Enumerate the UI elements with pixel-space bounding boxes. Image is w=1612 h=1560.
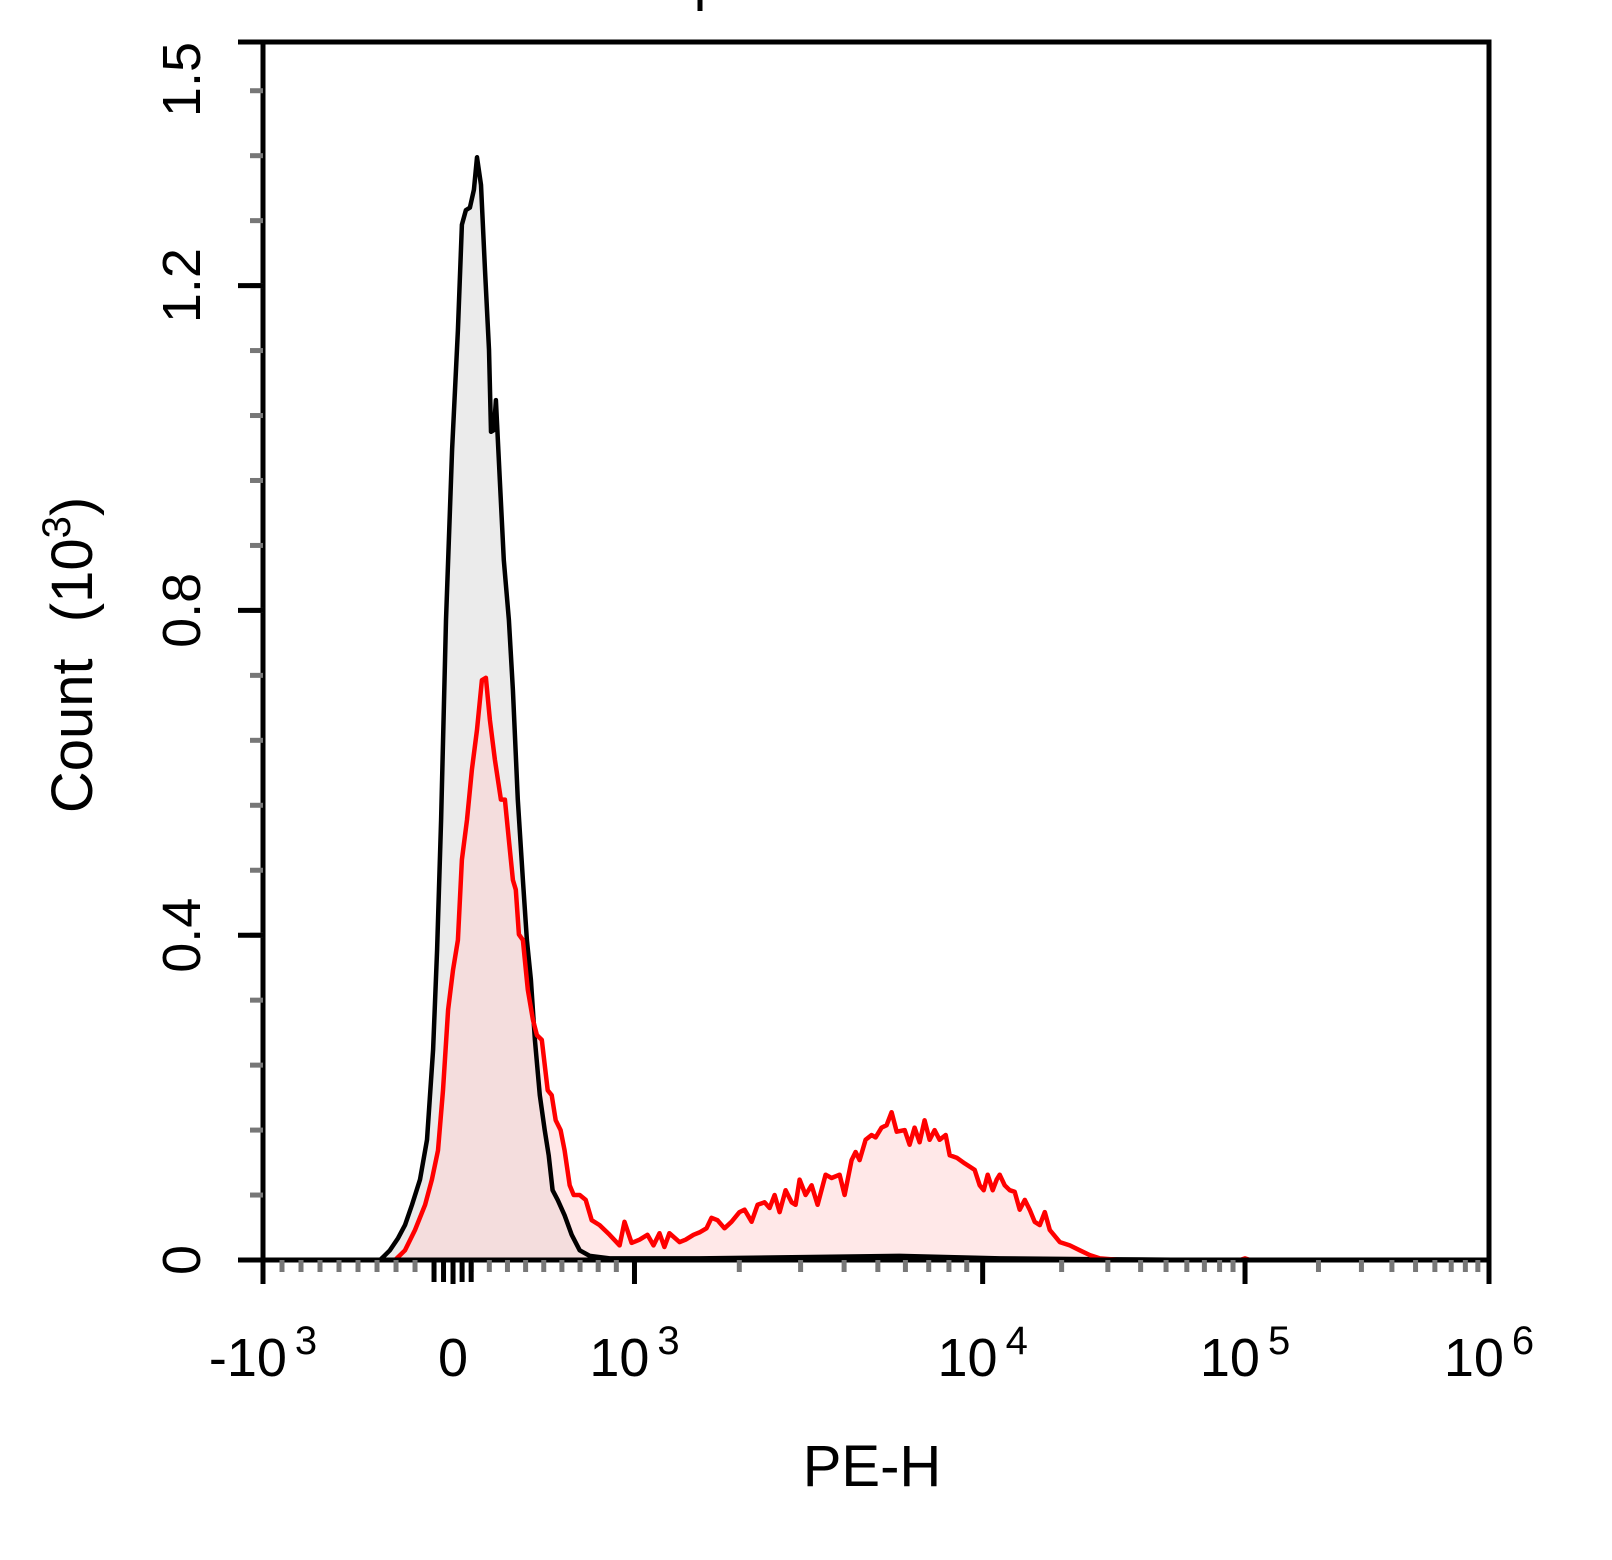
x-tick-base: 10 bbox=[1444, 1328, 1504, 1388]
x-tick-base: -10 bbox=[209, 1328, 287, 1388]
y-tick-label: 0.4 bbox=[152, 898, 212, 973]
x-tick-base: 0 bbox=[438, 1328, 468, 1388]
y-axis-unit-close: ) bbox=[40, 497, 105, 516]
x-tick-exp: 4 bbox=[1006, 1319, 1028, 1363]
x-tick-label: 10 6 bbox=[1444, 1319, 1534, 1388]
x-tick-exp: 3 bbox=[295, 1319, 317, 1363]
y-axis-unit-base: (10 bbox=[40, 538, 105, 622]
x-tick-base: 10 bbox=[589, 1328, 649, 1388]
series-1-line bbox=[393, 675, 1480, 1263]
x-tick-exp: 6 bbox=[1512, 1319, 1534, 1363]
y-tick-label: 0 bbox=[152, 1245, 212, 1275]
y-axis-unit-exp: 3 bbox=[35, 516, 79, 538]
y-axis-title: Count (103) bbox=[35, 497, 105, 813]
x-tick-exp: 5 bbox=[1268, 1319, 1290, 1363]
x-tick-label: 10 4 bbox=[937, 1319, 1027, 1388]
series-0-line bbox=[378, 155, 1480, 1263]
y-tick-label: 0.8 bbox=[152, 573, 212, 648]
y-axis: 0 0.4 0.8 1.2 1.5 bbox=[152, 39, 263, 1275]
series-0-fill bbox=[380, 157, 1480, 1260]
x-tick-exp: 3 bbox=[657, 1319, 679, 1363]
histogram-fills bbox=[380, 157, 1480, 1260]
y-axis-title-text: Count bbox=[40, 658, 105, 813]
series-1-fill bbox=[395, 677, 1480, 1260]
y-tick-label: 1.2 bbox=[152, 248, 212, 323]
x-tick-label: -10 3 bbox=[209, 1319, 317, 1388]
histogram-lines bbox=[378, 155, 1480, 1263]
y-tick-label: 1.5 bbox=[152, 42, 212, 117]
x-axis: -10 3 0 10 3 10 4 10 5 10 6 bbox=[209, 1260, 1534, 1388]
x-tick-label: 0 bbox=[438, 1328, 468, 1388]
x-tick-base: 10 bbox=[937, 1328, 997, 1388]
x-tick-base: 10 bbox=[1200, 1328, 1260, 1388]
x-tick-label: 10 3 bbox=[589, 1319, 679, 1388]
x-axis-title: PE-H bbox=[803, 1434, 942, 1499]
x-tick-label: 10 5 bbox=[1200, 1319, 1290, 1388]
